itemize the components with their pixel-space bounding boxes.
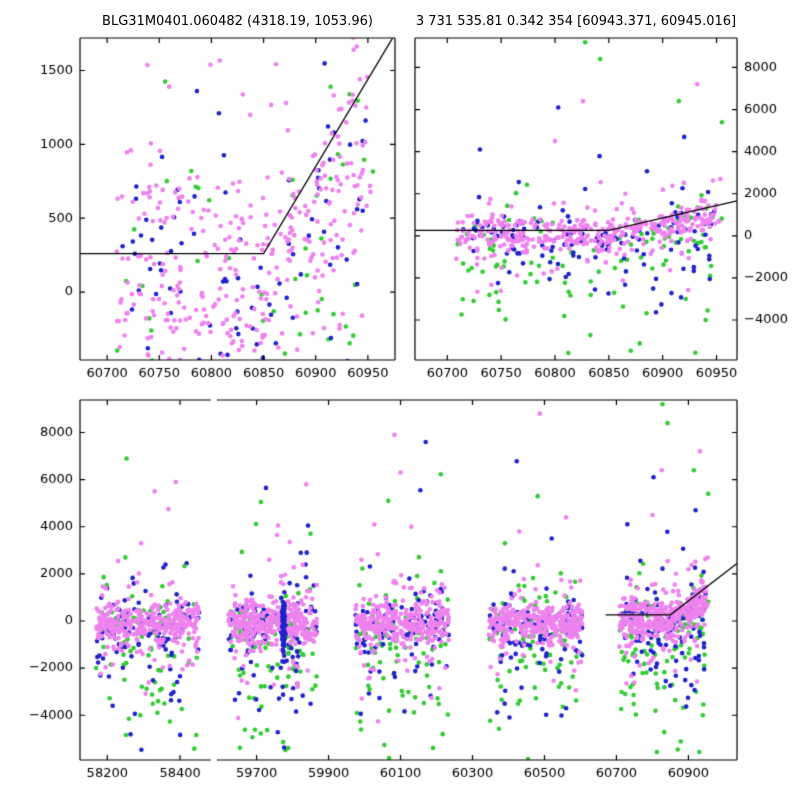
chart-title-right: 3 731 535.81 0.342 354 [60943.371, 60945… [415, 14, 737, 29]
chart-title-left: BLG31M0401.060482 (4318.19, 1053.96) [102, 14, 373, 29]
